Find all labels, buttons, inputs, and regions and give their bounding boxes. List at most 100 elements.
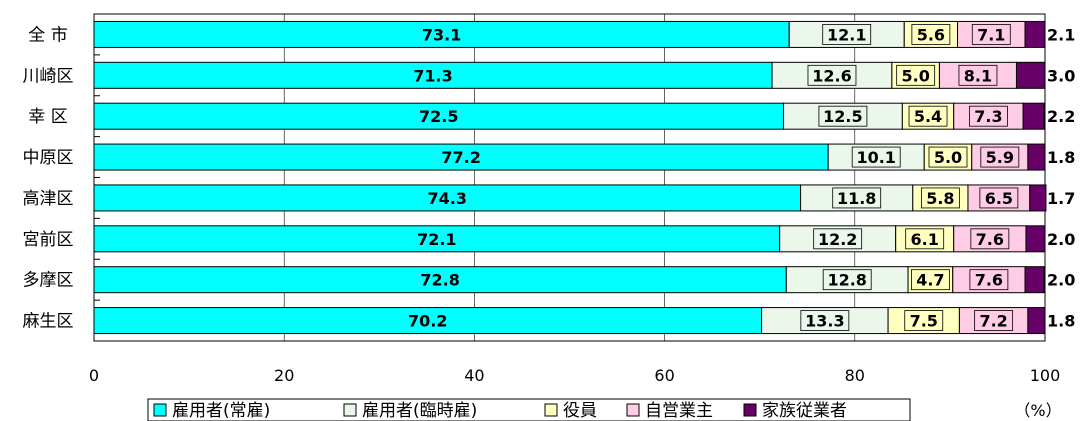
data-label: 5.4 <box>914 107 942 126</box>
bar-segment <box>1024 20 1046 48</box>
data-label: 12.8 <box>827 271 866 290</box>
category-label: 麻生区 <box>23 312 74 332</box>
legend-swatch <box>743 403 757 417</box>
data-label: 12.1 <box>827 25 866 44</box>
data-label-box <box>970 228 1010 250</box>
data-label: 77.2 <box>441 148 480 167</box>
data-label: 11.8 <box>837 189 876 208</box>
data-label-box <box>851 146 901 168</box>
data-label: 12.2 <box>818 230 857 249</box>
data-label-box <box>980 146 1020 168</box>
category-label: 川崎区 <box>23 66 74 86</box>
data-label: 71.3 <box>413 66 452 85</box>
x-tick-label: 0 <box>89 366 99 385</box>
category-label: 中原区 <box>23 148 74 168</box>
legend-frame <box>147 398 911 421</box>
data-label-box <box>969 269 1009 291</box>
data-label: 70.2 <box>408 312 447 331</box>
legend-item: 役員 <box>544 401 597 421</box>
data-label: 5.0 <box>901 66 929 85</box>
data-label: 5.6 <box>917 25 945 44</box>
data-label-box <box>904 310 944 331</box>
data-label: 2.0 <box>1047 271 1075 290</box>
data-label: 7.3 <box>974 107 1002 126</box>
data-label: 8.1 <box>964 66 992 85</box>
legend-swatch <box>626 403 640 417</box>
legend-label: 家族従業者 <box>762 401 847 421</box>
unit-label: （%） <box>1014 401 1061 420</box>
legend-swatch <box>343 403 357 417</box>
bar-segment <box>93 143 829 171</box>
x-tick-label: 60 <box>654 366 674 385</box>
data-label-box <box>822 269 872 291</box>
category-label: 多摩区 <box>23 271 74 291</box>
data-label-box <box>832 187 882 209</box>
data-label: 72.8 <box>420 271 459 290</box>
data-label: 7.1 <box>977 25 1005 44</box>
data-label: 1.8 <box>1047 148 1075 167</box>
legend-item: 雇用者(常雇) <box>153 401 270 421</box>
data-label: 10.1 <box>856 148 895 167</box>
data-label-box <box>813 228 863 250</box>
data-label: 4.7 <box>916 271 944 290</box>
bar-segment <box>1025 225 1046 253</box>
bar-segment <box>1029 184 1047 212</box>
data-label-box <box>800 310 850 331</box>
data-label: 7.6 <box>975 271 1003 290</box>
data-label: 1.8 <box>1047 312 1075 331</box>
bar-segment <box>93 61 773 89</box>
data-label: 7.6 <box>976 230 1004 249</box>
data-label-box <box>979 187 1019 209</box>
x-axis: 0 20 40 60 80 100 <box>89 366 1060 385</box>
data-label: 5.0 <box>934 148 962 167</box>
data-label: 2.2 <box>1047 107 1075 126</box>
data-label-box <box>969 105 1008 127</box>
bar-segment <box>93 266 787 294</box>
data-label: 1.7 <box>1047 189 1075 208</box>
legend-swatch <box>544 403 558 417</box>
legend-label: 雇用者(臨時雇) <box>362 401 477 421</box>
category-label: 宮前区 <box>23 230 74 250</box>
bar-segment <box>93 307 763 335</box>
x-tick-label: 100 <box>1030 366 1061 385</box>
bar-segment <box>1015 61 1046 89</box>
x-tick-label: 20 <box>274 366 294 385</box>
data-label: 12.5 <box>823 107 862 126</box>
legend-label: 役員 <box>563 401 597 421</box>
legend-item: 雇用者(臨時雇) <box>343 401 477 421</box>
bar-segment <box>1022 102 1045 130</box>
legend-swatch <box>153 403 167 417</box>
legend-item: 自営業主 <box>626 401 713 421</box>
data-label-box <box>818 105 868 127</box>
data-label-box <box>920 187 960 209</box>
legend: 雇用者(常雇) 雇用者(臨時雇) 役員 自営業主 家族従業者 <box>147 398 911 421</box>
data-label: 72.5 <box>419 107 458 126</box>
bar-segment <box>93 20 790 48</box>
data-label: 2.0 <box>1047 230 1075 249</box>
x-tick-label: 40 <box>464 366 484 385</box>
data-label: 74.3 <box>428 189 467 208</box>
data-label: 13.3 <box>805 312 844 331</box>
data-label: 72.1 <box>417 230 456 249</box>
data-label: 2.1 <box>1047 25 1075 44</box>
category-label: 全 市 <box>28 25 67 45</box>
data-label-box <box>974 310 1014 331</box>
data-label: 6.1 <box>911 230 939 249</box>
data-label-box <box>807 64 857 86</box>
data-label: 3.0 <box>1047 66 1075 85</box>
data-label: 73.1 <box>422 25 461 44</box>
data-label: 5.9 <box>986 148 1014 167</box>
plot-area: 全 市 73.1 12.1 5.6 7.1 2.1 川崎区 71.3 12.6 5.0 8.1 3.0… <box>23 13 1075 342</box>
data-label-box <box>928 146 968 168</box>
bar-segment <box>93 102 784 130</box>
legend-label: 自営業主 <box>645 401 713 421</box>
legend-label: 雇用者(常雇) <box>172 401 270 421</box>
x-tick-label: 80 <box>845 366 865 385</box>
bar-segment <box>1027 307 1046 335</box>
data-label-box <box>911 24 951 45</box>
data-label: 5.8 <box>926 189 954 208</box>
data-label: 12.6 <box>812 66 851 85</box>
data-label-box <box>905 228 945 250</box>
category-label: 幸 区 <box>28 107 67 127</box>
